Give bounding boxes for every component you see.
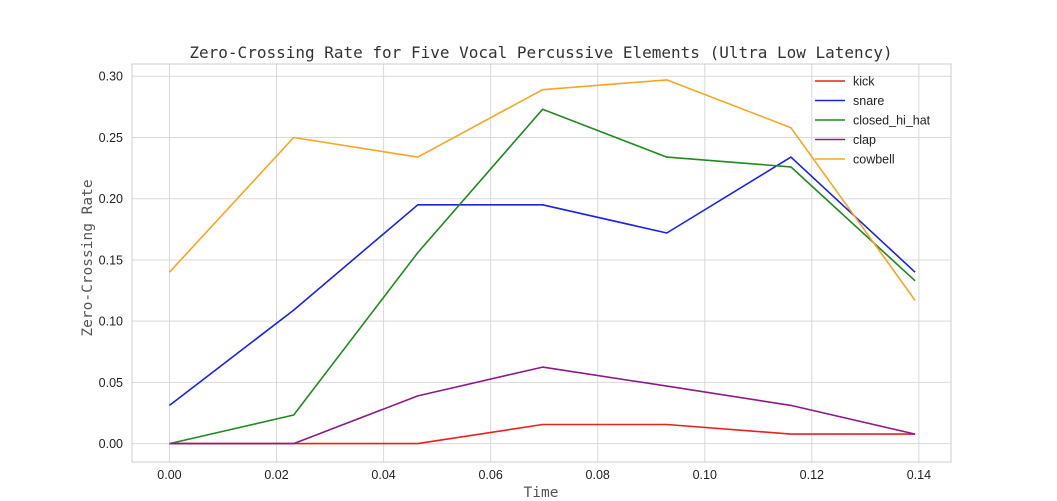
x-tick-label: 0.00 bbox=[157, 468, 181, 482]
chart-title: Zero-Crossing Rate for Five Vocal Percus… bbox=[189, 43, 892, 62]
series-line-clap bbox=[169, 366, 916, 445]
legend-item-cowbell: cowbell bbox=[815, 153, 895, 167]
y-tick-label: 0.00 bbox=[99, 437, 123, 451]
legend-label: cowbell bbox=[853, 153, 895, 167]
x-tick-label: 0.02 bbox=[264, 468, 288, 482]
y-tick-label: 0.20 bbox=[99, 192, 123, 206]
legend-item-closed-hi-hat: closed_hi_hat bbox=[815, 114, 931, 128]
y-tick-label: 0.25 bbox=[99, 131, 123, 145]
series-line-snare bbox=[169, 156, 916, 407]
legend-label: clap bbox=[853, 133, 876, 147]
x-tick-label: 0.12 bbox=[800, 468, 824, 482]
y-tick-label: 0.30 bbox=[99, 70, 123, 84]
legend-item-clap: clap bbox=[815, 133, 876, 147]
x-tick-label: 0.06 bbox=[478, 468, 502, 482]
legend-label: closed_hi_hat bbox=[853, 114, 931, 128]
legend-label: kick bbox=[853, 75, 875, 89]
grid-lines bbox=[132, 64, 951, 462]
x-tick-label: 0.08 bbox=[586, 468, 610, 482]
y-axis-label: Zero-Crossing Rate bbox=[80, 179, 96, 336]
legend-item-snare: snare bbox=[815, 94, 884, 108]
tick-labels: 0.00 0.02 0.04 0.06 0.08 0.10 0.12 0.14 0.00 0.05… bbox=[99, 70, 931, 482]
y-tick-label: 0.10 bbox=[99, 315, 123, 329]
series-line-cowbell bbox=[168, 79, 916, 301]
series-lines bbox=[168, 79, 916, 445]
x-tick-label: 0.10 bbox=[693, 468, 717, 482]
series-line-kick bbox=[169, 423, 916, 445]
x-axis-label: Time bbox=[524, 485, 559, 501]
legend-label: snare bbox=[853, 94, 884, 108]
x-tick-label: 0.14 bbox=[907, 468, 931, 482]
legend-item-kick: kick bbox=[815, 75, 875, 89]
series-line-closed-hi-hat bbox=[169, 108, 916, 445]
y-tick-label: 0.05 bbox=[99, 376, 123, 390]
y-tick-label: 0.15 bbox=[99, 253, 123, 267]
plot-frame bbox=[131, 63, 952, 463]
x-tick-label: 0.04 bbox=[371, 468, 395, 482]
